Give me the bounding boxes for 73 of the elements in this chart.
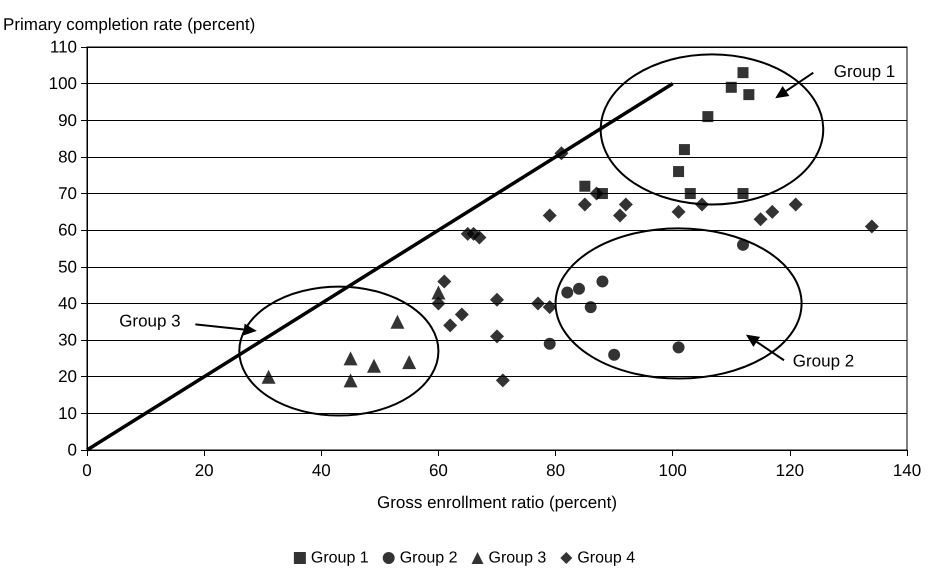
x-tick-label: 40	[312, 461, 331, 480]
annotation: Group 2	[792, 352, 854, 371]
point	[542, 300, 557, 314]
point	[579, 180, 590, 192]
point	[344, 373, 358, 388]
point	[531, 296, 545, 310]
point	[726, 82, 737, 93]
legend-label: Group 3	[488, 550, 546, 566]
point	[390, 314, 404, 329]
y-tick-label: 20	[58, 367, 77, 386]
point	[702, 111, 714, 122]
y-tick-label: 10	[58, 404, 77, 423]
point	[672, 341, 685, 354]
point	[684, 188, 696, 200]
point	[672, 204, 686, 219]
annotation: Group 3	[119, 311, 181, 330]
point	[613, 208, 627, 223]
y-tick-label: 110	[50, 38, 77, 56]
point	[454, 307, 469, 322]
y-tick-label: 40	[58, 294, 77, 313]
point	[743, 89, 754, 100]
x-axis-title: Gross enrollment ratio (percent)	[377, 493, 617, 512]
y-tick-label: 100	[48, 74, 77, 94]
point	[578, 198, 592, 212]
y-tick-label: 80	[58, 147, 77, 166]
x-tick-label: 0	[82, 461, 92, 480]
x-tick-label: 100	[658, 461, 687, 480]
y-tick-label: 70	[58, 184, 77, 204]
point	[573, 282, 585, 295]
point	[443, 318, 458, 332]
point	[367, 358, 381, 373]
x-tick-label: 60	[428, 461, 448, 480]
annotation: Group 1	[834, 62, 896, 82]
point	[765, 204, 780, 219]
point	[542, 208, 557, 223]
point	[678, 144, 690, 156]
y-tick-label: 60	[58, 220, 77, 240]
point	[738, 67, 748, 78]
point	[431, 296, 446, 310]
y-tick-label: 0	[68, 440, 77, 460]
point	[788, 198, 803, 212]
legend-label: Group 4	[577, 550, 636, 566]
point	[344, 351, 358, 366]
point	[561, 286, 574, 298]
point	[608, 348, 620, 361]
y-tick-label: 30	[58, 330, 77, 350]
point	[544, 338, 556, 350]
y-axis-title: Primary completion rate (percent)	[3, 15, 256, 34]
legend-label: Group 1	[310, 550, 369, 566]
x-tick-label: 80	[546, 461, 566, 480]
point	[618, 198, 633, 212]
y-tick-label: 90	[58, 110, 77, 130]
point	[472, 230, 486, 245]
x-tick-label: 140	[892, 461, 922, 480]
point	[490, 292, 504, 307]
point	[584, 301, 597, 314]
y-tick-label: 50	[58, 257, 77, 276]
legend-label: Group 2	[400, 550, 458, 566]
point	[431, 285, 446, 300]
x-tick-label: 120	[776, 461, 804, 480]
point	[864, 220, 879, 234]
x-tick-label: 20	[194, 461, 214, 480]
point	[738, 188, 748, 200]
point	[402, 355, 416, 370]
point	[554, 146, 568, 160]
point	[590, 186, 604, 201]
point	[496, 373, 510, 388]
point	[754, 212, 768, 226]
point	[490, 329, 504, 344]
point	[596, 275, 608, 288]
point	[437, 274, 452, 288]
point	[673, 166, 684, 178]
point	[262, 370, 276, 384]
